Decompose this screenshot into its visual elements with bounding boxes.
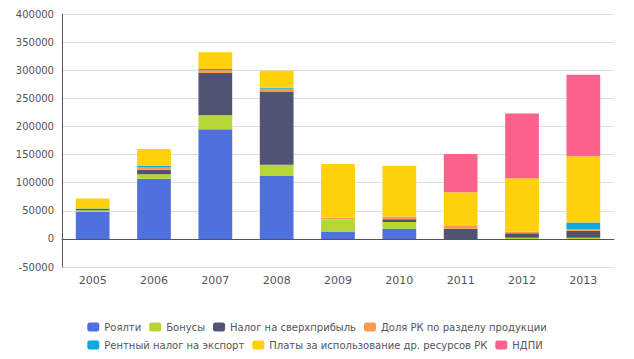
- svg-text:НДПИ: НДПИ: [512, 340, 542, 351]
- svg-text:50000: 50000: [22, 205, 54, 216]
- svg-text:350000: 350000: [16, 37, 54, 48]
- svg-text:400000: 400000: [16, 9, 54, 20]
- svg-text:2010: 2010: [385, 274, 413, 287]
- svg-text:2012: 2012: [508, 274, 536, 287]
- svg-text:Налог на сверхприбыль: Налог на сверхприбыль: [230, 322, 356, 333]
- svg-text:2005: 2005: [79, 274, 107, 287]
- svg-text:2006: 2006: [140, 274, 168, 287]
- svg-text:Бонусы: Бонусы: [166, 322, 205, 333]
- svg-text:Роялти: Роялти: [104, 322, 141, 333]
- svg-text:2007: 2007: [201, 274, 229, 287]
- svg-text:250000: 250000: [16, 93, 54, 104]
- svg-text:300000: 300000: [16, 65, 54, 76]
- svg-text:Платы за использование др. рес: Платы за использование др. ресурсов РК: [269, 340, 487, 351]
- svg-text:2013: 2013: [569, 274, 597, 287]
- svg-text:100000: 100000: [16, 177, 54, 188]
- svg-text:2009: 2009: [324, 274, 352, 287]
- svg-text:0: 0: [48, 233, 54, 244]
- svg-text:150000: 150000: [16, 149, 54, 160]
- svg-text:Доля РК по разделу продукции: Доля РК по разделу продукции: [381, 322, 547, 333]
- svg-text:-50000: -50000: [19, 262, 54, 273]
- svg-text:Рентный налог на экспорт: Рентный налог на экспорт: [104, 340, 244, 351]
- svg-text:200000: 200000: [16, 121, 54, 132]
- svg-text:2011: 2011: [447, 274, 475, 287]
- svg-text:2008: 2008: [263, 274, 291, 287]
